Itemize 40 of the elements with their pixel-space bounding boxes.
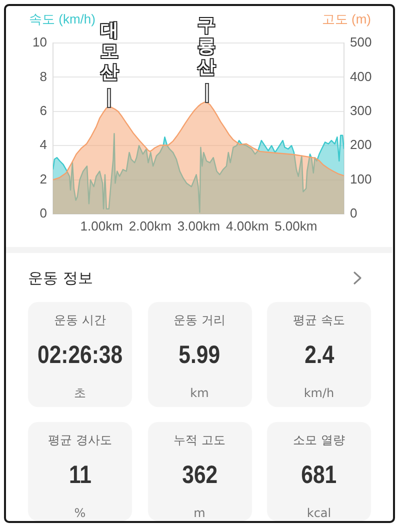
text: km/h (304, 385, 334, 402)
text: m (194, 505, 206, 522)
text: 681 (301, 460, 337, 490)
y2-tick-label: 400 (350, 68, 372, 84)
y2-tick-label: 200 (350, 137, 372, 152)
text: 소모 열량 (293, 432, 345, 449)
x-tick-label: 4.00km (226, 218, 269, 234)
y-tick-label: 6 (40, 102, 47, 118)
text: 11 (68, 460, 92, 490)
y2-tick-label: 100 (350, 171, 372, 186)
text: km (190, 385, 209, 402)
text: 평균 속도 (293, 312, 345, 329)
y-tick-label: 4 (40, 137, 47, 152)
y-tick-label: 2 (40, 171, 47, 186)
text: kcal (306, 505, 332, 522)
text: 2.4 (304, 340, 334, 370)
annotation: 대모산 (98, 18, 120, 85)
text: 평균 경사도 (48, 432, 112, 449)
y-axis-title: 속도 (km/h) (29, 12, 96, 27)
y-tick-label: 10 (32, 34, 47, 50)
y2-tick-label: 500 (350, 34, 372, 50)
y-tick-label: 0 (40, 206, 47, 221)
annotation: 구룡산 (196, 14, 218, 80)
text: 운동 정보 (28, 268, 93, 288)
x-tick-label: 5.00km (274, 218, 318, 234)
text: 02:26:38 (37, 340, 123, 370)
y-tick-label: 8 (40, 68, 47, 84)
text: % (74, 505, 86, 522)
y2-tick-label: 0 (350, 206, 358, 221)
text: 5.99 (178, 340, 220, 370)
x-tick-label: 3.00km (177, 218, 220, 234)
y2-tick-label: 300 (350, 102, 372, 118)
x-tick-label: 1.00km (80, 218, 123, 234)
text: 누적 고도 (174, 432, 226, 449)
text: 운동 시간 (54, 312, 106, 329)
y2-axis-title: 고도 (m) (322, 12, 371, 27)
text: 운동 거리 (174, 312, 226, 329)
x-tick-label: 2.00km (128, 218, 172, 234)
text: 초 (74, 385, 86, 402)
text: 362 (182, 460, 218, 490)
